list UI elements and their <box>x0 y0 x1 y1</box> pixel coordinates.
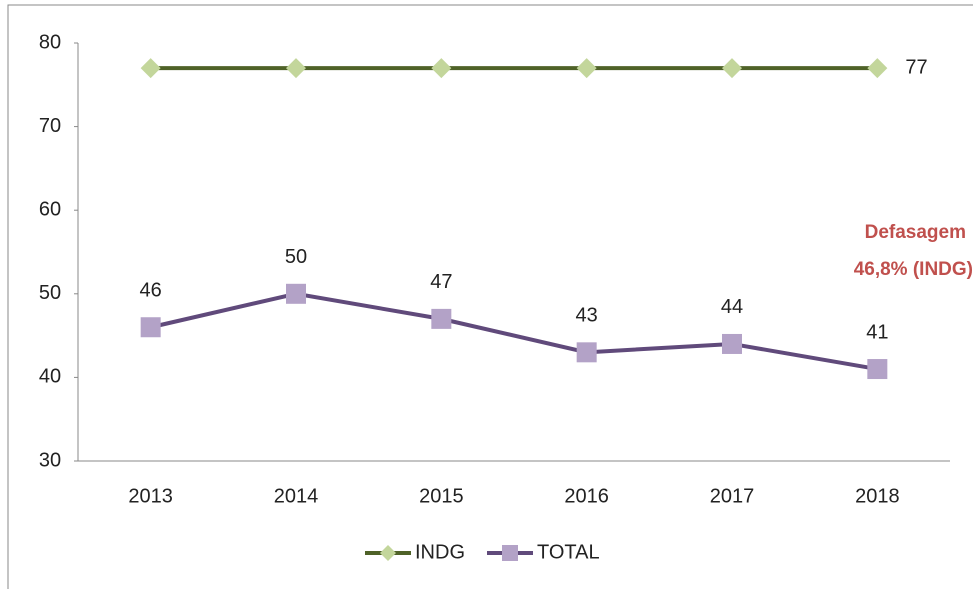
data-label: 46 <box>140 280 162 302</box>
y-tick-label: 30 <box>39 449 61 471</box>
legend-label: TOTAL <box>537 541 600 563</box>
data-point <box>431 58 452 79</box>
chart-frame <box>7 4 973 589</box>
data-point <box>286 283 306 304</box>
data-point <box>286 58 306 79</box>
data-point <box>576 342 597 363</box>
data-label: 47 <box>430 271 452 293</box>
data-point <box>140 317 161 338</box>
y-tick-label: 50 <box>39 282 61 304</box>
y-tick-label: 60 <box>39 198 61 220</box>
y-tick-label: 40 <box>39 366 61 388</box>
x-tick-label: 2017 <box>710 485 755 507</box>
data-label: 50 <box>285 246 307 268</box>
data-label: 77 <box>905 56 927 78</box>
legend-marker <box>502 545 518 561</box>
data-point <box>431 308 452 329</box>
x-tick-label: 2016 <box>564 485 609 507</box>
data-point <box>867 58 888 79</box>
x-tick-label: 2013 <box>128 485 173 507</box>
data-point <box>722 58 742 79</box>
data-label: 44 <box>721 296 743 318</box>
series-line <box>150 291 878 372</box>
data-label: 41 <box>866 321 888 343</box>
data-point <box>576 58 597 79</box>
legend-marker <box>380 545 396 561</box>
legend-label: INDG <box>415 541 465 563</box>
y-tick-label: 70 <box>39 115 61 137</box>
data-point <box>140 58 161 79</box>
y-tick-label: 80 <box>39 31 61 53</box>
data-label: 43 <box>576 305 598 327</box>
annotation: Defasagem <box>865 222 966 243</box>
data-point <box>867 359 888 380</box>
data-point <box>722 333 742 354</box>
x-tick-label: 2015 <box>419 485 464 507</box>
annotation: 46,8% (INDG) <box>854 259 973 280</box>
x-tick-label: 2014 <box>274 485 319 507</box>
x-tick-label: 2018 <box>855 485 900 507</box>
